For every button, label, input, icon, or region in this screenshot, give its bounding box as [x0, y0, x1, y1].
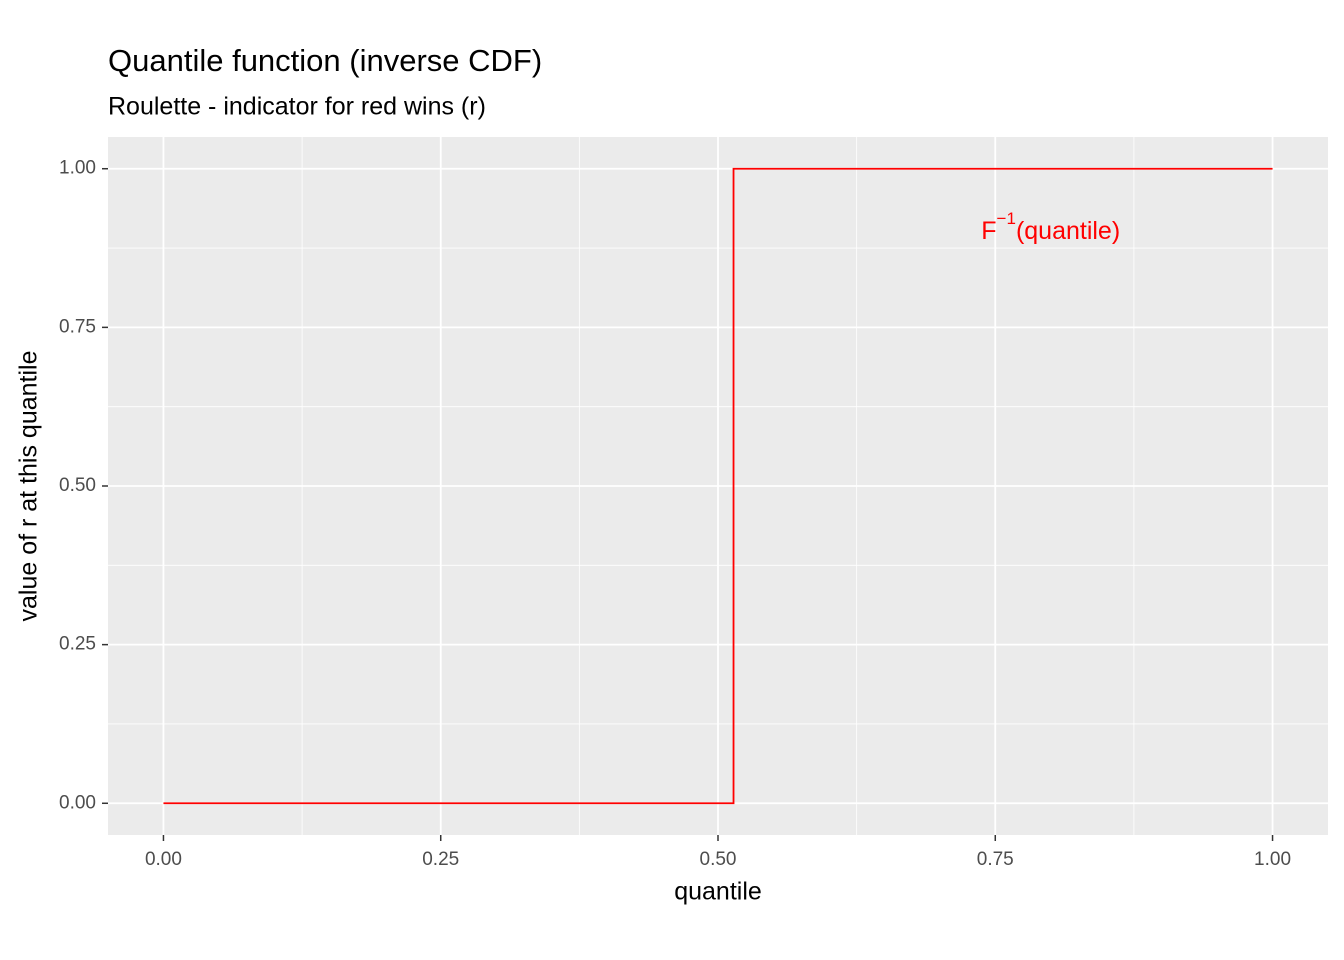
chart-title: Quantile function (inverse CDF) [108, 43, 542, 78]
annotation-text: (quantile) [1016, 217, 1120, 245]
x-tick-label: 0.00 [145, 849, 182, 870]
x-tick-label: 0.75 [977, 849, 1014, 870]
y-tick-label: 1.00 [59, 158, 96, 179]
x-axis-title: quantile [674, 878, 762, 906]
x-tick-label: 1.00 [1254, 849, 1291, 870]
y-tick-label: 0.50 [59, 475, 96, 496]
annotation-superscript: −1 [997, 210, 1016, 229]
annotation: F−1(quantile) [981, 210, 1120, 245]
line [163, 167, 1273, 805]
y-tick-label: 0.25 [59, 634, 96, 655]
annotation-base: F [981, 217, 996, 245]
x-tick-label: 0.25 [422, 849, 459, 870]
chart-subtitle: Roulette - indicator for red wins (r) [108, 93, 486, 121]
y-axis-title: value of r at this quantile [15, 351, 43, 622]
y-tick-label: 0.75 [59, 316, 96, 337]
y-tick-label: 0.00 [59, 792, 96, 813]
x-tick-label: 0.50 [700, 849, 737, 870]
